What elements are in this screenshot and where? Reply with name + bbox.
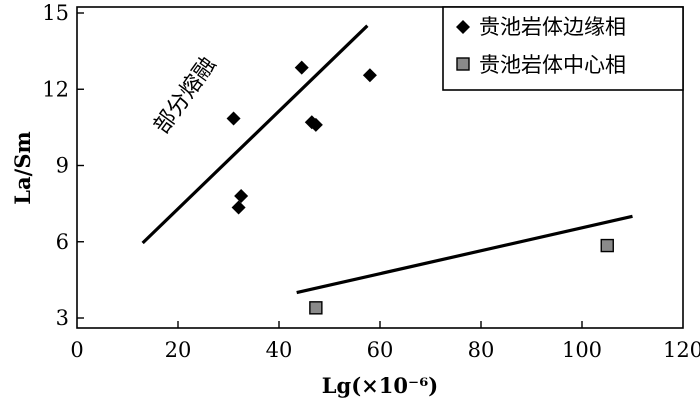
y-tick-label: 15 — [42, 1, 69, 25]
legend-label-center-phase: 贵池岩体中心相 — [479, 53, 626, 77]
diamond-point — [234, 189, 249, 203]
legend-box — [442, 6, 684, 91]
diamond-point — [294, 60, 309, 75]
trend-lines — [141, 24, 633, 295]
trend-line — [141, 24, 369, 245]
square-point — [600, 238, 614, 253]
x-tick-label: 100 — [562, 338, 602, 362]
x-axis: 0 20 40 60 80 100 120 — [70, 321, 700, 362]
square-point — [309, 301, 323, 315]
x-tick-label: 40 — [266, 338, 293, 362]
y-tick-label: 3 — [56, 306, 69, 330]
legend-diamond-icon — [456, 20, 470, 34]
legend-square-icon — [456, 57, 470, 71]
y-tick-label: 9 — [56, 154, 69, 178]
annotations: 部分熔融 — [149, 53, 221, 139]
y-axis: 3 6 9 12 15 — [42, 1, 84, 330]
y-tick-label: 6 — [56, 230, 69, 254]
y-axis-label: La/Sm — [10, 131, 35, 204]
legend-label-edge-phase: 贵池岩体边缘相 — [479, 15, 626, 39]
x-tick-label: 60 — [367, 338, 394, 362]
x-tick-label: 80 — [468, 338, 495, 362]
legend: 贵池岩体边缘相 贵池岩体中心相 — [442, 6, 684, 91]
x-tick-label: 20 — [165, 338, 192, 362]
trend-line — [296, 214, 633, 295]
diamond-point — [362, 68, 377, 83]
data-points — [226, 60, 614, 315]
diamond-point — [308, 117, 323, 132]
x-axis-label: Lg(×10⁻⁶) — [322, 373, 438, 398]
diamond-point — [226, 111, 241, 126]
y-tick-label: 12 — [42, 77, 69, 101]
x-tick-label: 0 — [70, 338, 83, 362]
x-tick-label: 120 — [663, 338, 700, 362]
diamond-point — [231, 200, 246, 215]
annotation-label: 部分熔融 — [149, 53, 221, 139]
